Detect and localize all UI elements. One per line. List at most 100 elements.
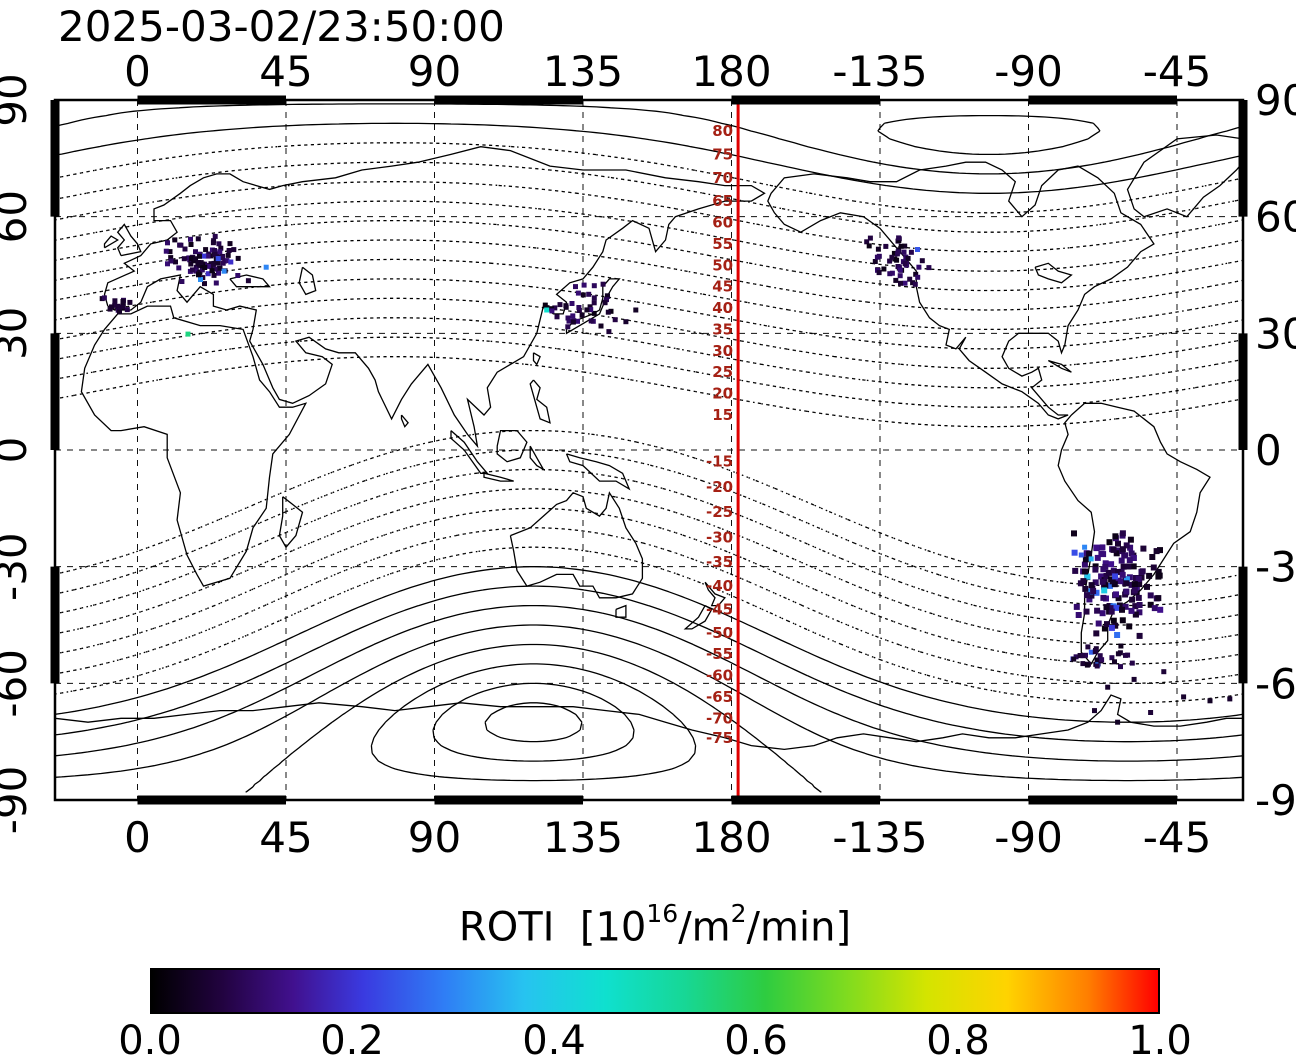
graticule-gridlines [55,100,1243,800]
contour-label: -35 [706,553,733,571]
roti-point [1071,656,1077,662]
roti-measurements [99,233,1233,725]
roti-point [1115,651,1121,657]
coastline [565,453,631,491]
roti-point [1136,632,1143,639]
roti-point [1094,554,1101,561]
roti-point [1094,607,1101,614]
roti-point [1119,617,1126,624]
roti-point [1086,596,1093,603]
roti-point [176,265,182,271]
contour-label: -65 [706,688,733,706]
roti-point [584,307,590,313]
roti-point [1112,533,1119,540]
roti-point [197,253,202,259]
roti-point [1080,578,1087,585]
roti-point [608,308,614,314]
roti-point [1106,539,1113,546]
contour-label: 35 [712,320,733,338]
roti-point [565,324,571,330]
roti-point [576,305,582,310]
roti-point [1155,568,1162,575]
roti-point [1080,653,1086,659]
roti-point [902,243,908,249]
roti-point [881,266,887,272]
roti-point [575,318,580,324]
geomagnetic-latitude-contours [55,103,1243,793]
roti-point [565,315,571,321]
roti-point [216,241,222,247]
roti-point [1136,609,1143,616]
roti-point [1100,594,1107,601]
roti-point [1119,530,1126,537]
roti-point [893,277,899,283]
roti-point [1093,544,1100,551]
roti-point [112,298,118,304]
roti-point [1136,602,1143,608]
contour-line [55,161,1243,233]
roti-point [1109,578,1116,585]
roti-point [1119,571,1126,578]
roti-point [1161,669,1167,675]
roti-point [1101,625,1108,632]
roti-point [605,309,611,315]
roti-point [883,243,889,249]
roti-point [1119,546,1126,553]
roti-point [1123,652,1128,658]
contour-line [245,643,822,793]
roti-point [1082,544,1088,550]
colorbar-title: ROTI [1016/m2/min] [150,899,1160,951]
contour-label: 50 [712,256,733,274]
roti-point [1147,601,1154,608]
roti-point [173,259,178,265]
coastline [1057,402,1211,666]
roti-point [1101,587,1108,594]
roti-point [182,246,188,252]
roti-point [1116,602,1123,609]
contour-label: -55 [706,645,733,663]
contour-line [55,142,1243,214]
roti-point [580,292,586,298]
roti-point [602,300,608,306]
roti-point [1109,605,1116,612]
roti-point [1156,572,1163,579]
roti-point [120,299,126,304]
roti-point [898,243,904,249]
roti-point [1108,624,1115,631]
roti-point [210,240,216,246]
coastline [55,694,1243,751]
roti-point [1151,605,1158,612]
contour-line [55,566,1243,723]
roti-point [1115,595,1122,602]
colorbar-tick-label: 0.0 [118,1018,182,1064]
latitude-label-right: 90 [1255,76,1296,125]
contour-line [55,546,1243,704]
roti-point [215,256,221,262]
contour-label: -15 [706,453,733,471]
contour-label: 80 [712,122,733,140]
roti-point [1092,579,1099,586]
roti-point [1157,547,1163,554]
contour-label: 60 [712,214,733,232]
roti-point [1135,576,1142,582]
latitude-label-left: 30 [0,307,36,360]
roti-point [235,273,241,278]
map-area [55,100,1243,800]
contour-label: 70 [712,169,733,187]
roti-point [1128,607,1135,614]
roti-point [1099,544,1106,551]
colorbar-title-prefix: ROTI [10 [458,904,647,951]
roti-point [910,280,916,286]
latitude-label-right: -30 [1255,543,1296,592]
roti-point [926,265,932,271]
roti-point [1075,612,1082,618]
roti-point [1071,530,1077,537]
roti-point [919,258,925,264]
roti-point [898,280,903,286]
contour-line [55,317,1243,389]
latitude-label-left: 60 [0,190,36,243]
coastline [565,278,621,335]
roti-point [1125,563,1132,570]
roti-point [1105,684,1111,690]
